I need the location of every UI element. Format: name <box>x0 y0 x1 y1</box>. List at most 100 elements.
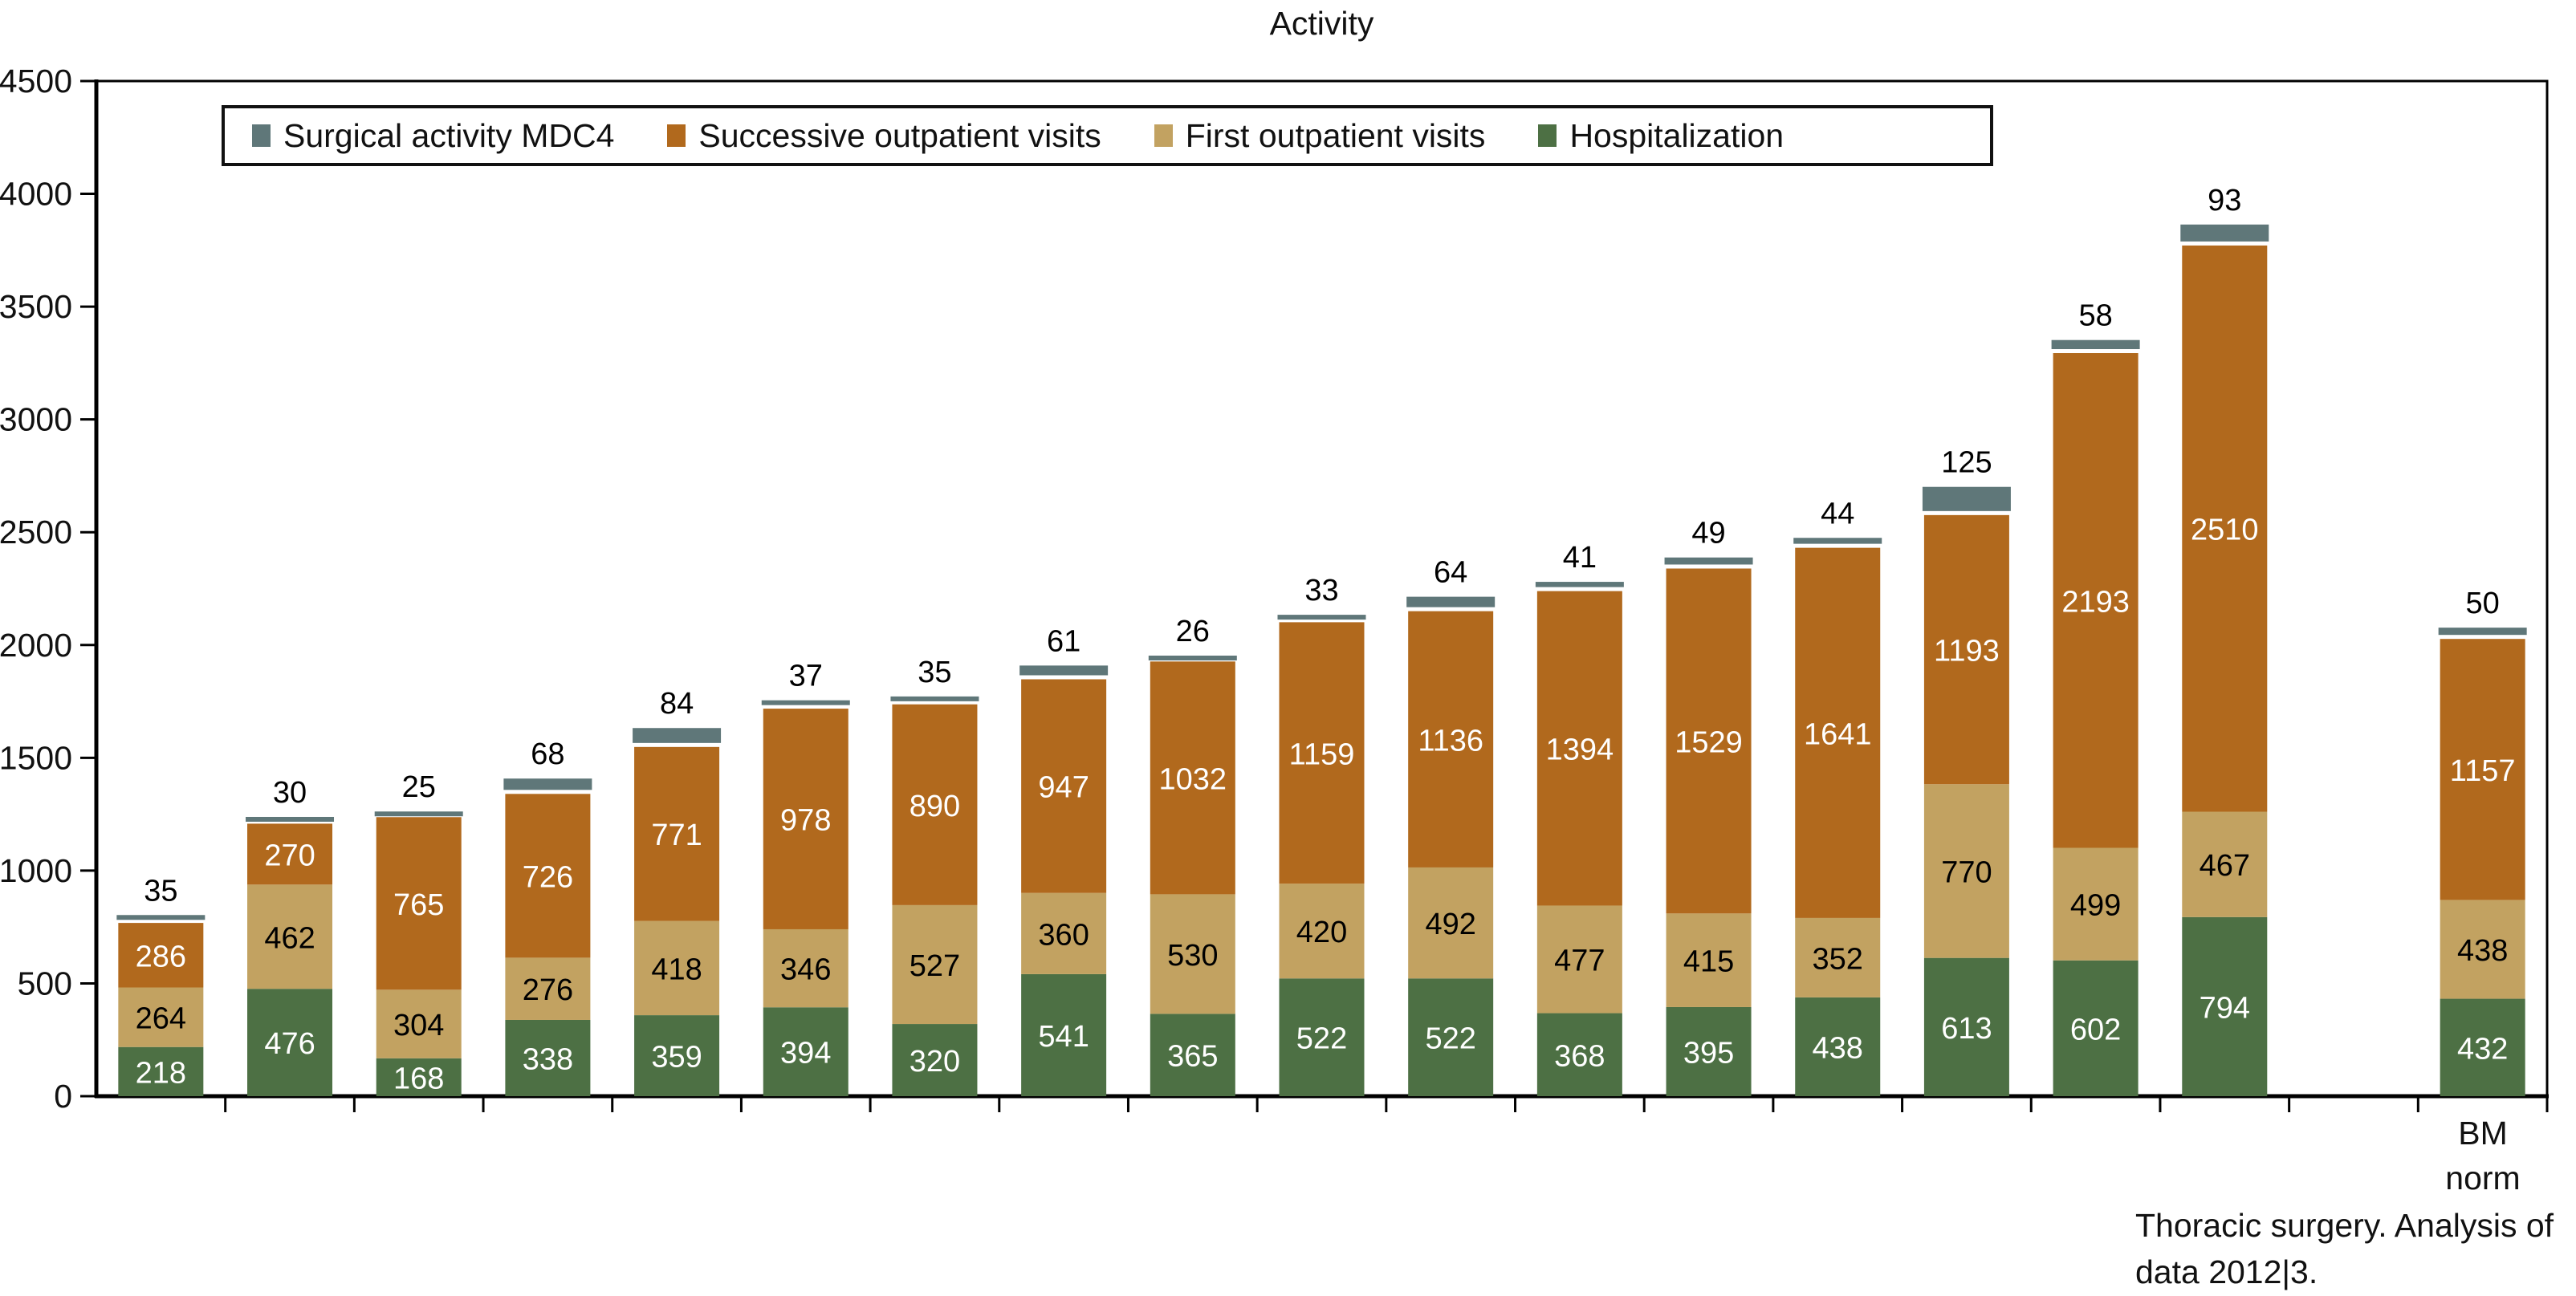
bar-segment-surgical_activity_mdc4 <box>761 700 850 705</box>
bar-segment-successive_outpatient_visits <box>2053 353 2139 848</box>
bar-top-value-label: 64 <box>1434 556 1467 590</box>
legend: Surgical activity MDC4 Successive outpati… <box>222 105 1993 166</box>
bar-segment-hospitalization <box>1279 978 1365 1096</box>
bar-value-label-first_outpatient_visits: 462 <box>264 921 315 955</box>
bar-top-value-label: 58 <box>2078 299 2112 333</box>
bar-segment-hospitalization <box>1536 1013 1622 1096</box>
bar-segment-first_outpatient_visits <box>1279 884 1365 979</box>
legend-swatch-surgical_activity_mdc4 <box>252 124 271 147</box>
bar-top-value-label: 84 <box>660 687 694 721</box>
bar-value-label-hospitalization: 365 <box>1167 1040 1218 1074</box>
bar-segment-first_outpatient_visits <box>892 904 978 1025</box>
bar-segment-first_outpatient_visits <box>1536 905 1622 1014</box>
bar-value-label-first_outpatient_visits: 492 <box>1425 908 1475 941</box>
y-axis-tick-label: 1500 <box>0 739 72 776</box>
legend-item-successive_outpatient_visits: Successive outpatient visits <box>667 117 1101 155</box>
bar-value-label-hospitalization: 338 <box>523 1042 573 1076</box>
bar-value-label-first_outpatient_visits: 418 <box>651 953 702 986</box>
bar-value-label-successive_outpatient_visits: 1529 <box>1675 725 1743 759</box>
bar-value-label-hospitalization: 395 <box>1683 1036 1734 1070</box>
bar-value-label-successive_outpatient_visits: 2510 <box>2191 514 2259 547</box>
legend-swatch-first_outpatient_visits <box>1154 124 1173 147</box>
bar-segment-successive_outpatient_visits <box>376 817 462 990</box>
bar-segment-first_outpatient_visits <box>2440 900 2525 999</box>
bar-value-label-hospitalization: 602 <box>2070 1013 2121 1046</box>
bar-segment-successive_outpatient_visits <box>1536 591 1622 906</box>
bar-value-label-successive_outpatient_visits: 947 <box>1038 771 1089 805</box>
legend-label-hospitalization: Hospitalization <box>1569 116 1784 154</box>
y-axis-tick-label: 3000 <box>0 401 72 438</box>
bar-top-value-label: 125 <box>1941 446 1992 480</box>
bar-segment-successive_outpatient_visits <box>2440 639 2525 900</box>
bar-segment-hospitalization <box>1150 1014 1235 1096</box>
bar-top-value-label: 35 <box>918 656 951 689</box>
bar-top-value-label: 33 <box>1304 574 1338 607</box>
bar-value-label-hospitalization: 218 <box>136 1056 186 1090</box>
bar-top-value-label: 35 <box>144 874 177 908</box>
bar-value-label-first_outpatient_visits: 352 <box>1813 942 1863 976</box>
bar-value-label-first_outpatient_visits: 438 <box>2457 934 2508 968</box>
bar-segment-successive_outpatient_visits <box>1666 568 1752 914</box>
bar-value-label-successive_outpatient_visits: 2193 <box>2061 585 2130 619</box>
bar-value-label-successive_outpatient_visits: 1032 <box>1159 762 1227 796</box>
bar-value-label-first_outpatient_visits: 420 <box>1296 916 1347 949</box>
bar-segment-surgical_activity_mdc4 <box>1019 665 1109 676</box>
bar-segment-surgical_activity_mdc4 <box>116 915 206 920</box>
bar-segment-hospitalization <box>376 1058 462 1096</box>
bar-segment-first_outpatient_visits <box>376 989 462 1058</box>
bar-segment-surgical_activity_mdc4 <box>1664 557 1753 565</box>
bar-segment-first_outpatient_visits <box>1923 784 2009 958</box>
bar-segment-successive_outpatient_visits <box>1408 611 1494 867</box>
bar-value-label-successive_outpatient_visits: 286 <box>136 940 186 973</box>
bar-segment-hospitalization <box>2440 998 2525 1096</box>
bar-top-value-label: 41 <box>1563 541 1597 575</box>
bar-segment-surgical_activity_mdc4 <box>1277 615 1366 620</box>
bar-segment-surgical_activity_mdc4 <box>1793 538 1882 544</box>
bar-value-label-first_outpatient_visits: 276 <box>523 973 573 1007</box>
y-axis-tick-label: 0 <box>54 1078 72 1115</box>
bar-segment-hospitalization <box>763 1007 848 1096</box>
bar-segment-surgical_activity_mdc4 <box>246 816 335 822</box>
y-axis-tick-label: 1000 <box>0 852 72 889</box>
bar-segment-successive_outpatient_visits <box>1279 622 1365 884</box>
bar-value-label-successive_outpatient_visits: 726 <box>523 860 573 894</box>
bar-value-label-first_outpatient_visits: 304 <box>393 1009 444 1042</box>
bar-segment-hospitalization <box>247 989 333 1096</box>
footnote-line-2: data 2012|3. <box>2135 1253 2318 1290</box>
bar-value-label-successive_outpatient_visits: 1159 <box>1289 737 1355 771</box>
bar-segment-successive_outpatient_visits <box>634 746 720 921</box>
bar-top-value-label: 61 <box>1047 624 1080 658</box>
bar-value-label-hospitalization: 320 <box>910 1045 960 1079</box>
bar-segment-surgical_activity_mdc4 <box>1535 582 1624 587</box>
bar-segment-first_outpatient_visits <box>505 957 591 1020</box>
bar-segment-successive_outpatient_visits <box>505 794 591 958</box>
bar-value-label-successive_outpatient_visits: 1157 <box>2450 754 2516 788</box>
legend-item-first_outpatient_visits: First outpatient visits <box>1154 117 1485 155</box>
y-axis-tick-label: 3500 <box>0 288 72 325</box>
bar-segment-first_outpatient_visits <box>2053 847 2139 961</box>
bar-value-label-first_outpatient_visits: 360 <box>1038 918 1089 952</box>
bar-top-value-label: 44 <box>1821 497 1854 530</box>
bar-value-label-successive_outpatient_visits: 1136 <box>1418 724 1483 758</box>
bar-segment-first_outpatient_visits <box>247 884 333 989</box>
bar-segment-surgical_activity_mdc4 <box>2180 224 2269 242</box>
chart-title: Activity <box>1269 5 1374 42</box>
bar-segment-first_outpatient_visits <box>1408 867 1494 979</box>
bar-segment-hospitalization <box>505 1019 591 1096</box>
bar-value-label-successive_outpatient_visits: 1193 <box>1934 635 2000 668</box>
bar-top-value-label: 26 <box>1176 615 1210 648</box>
y-axis-tick-label: 4000 <box>0 176 72 213</box>
bar-value-label-hospitalization: 794 <box>2200 991 2250 1025</box>
bar-value-label-successive_outpatient_visits: 890 <box>910 790 960 823</box>
bar-value-label-first_outpatient_visits: 477 <box>1554 945 1605 978</box>
footnote-line-1: Thoracic surgery. Analysis of <box>2135 1207 2554 1244</box>
bar-top-value-label: 93 <box>2208 184 2241 217</box>
legend-label-successive_outpatient_visits: Successive outpatient visits <box>698 116 1101 154</box>
y-axis-tick-label: 2000 <box>0 627 72 664</box>
bar-value-label-successive_outpatient_visits: 1394 <box>1546 733 1614 767</box>
bar-segment-surgical_activity_mdc4 <box>1148 655 1237 660</box>
bar-segment-surgical_activity_mdc4 <box>890 696 979 701</box>
bar-value-label-first_outpatient_visits: 770 <box>1941 855 1992 889</box>
bar-segment-successive_outpatient_visits <box>892 704 978 905</box>
